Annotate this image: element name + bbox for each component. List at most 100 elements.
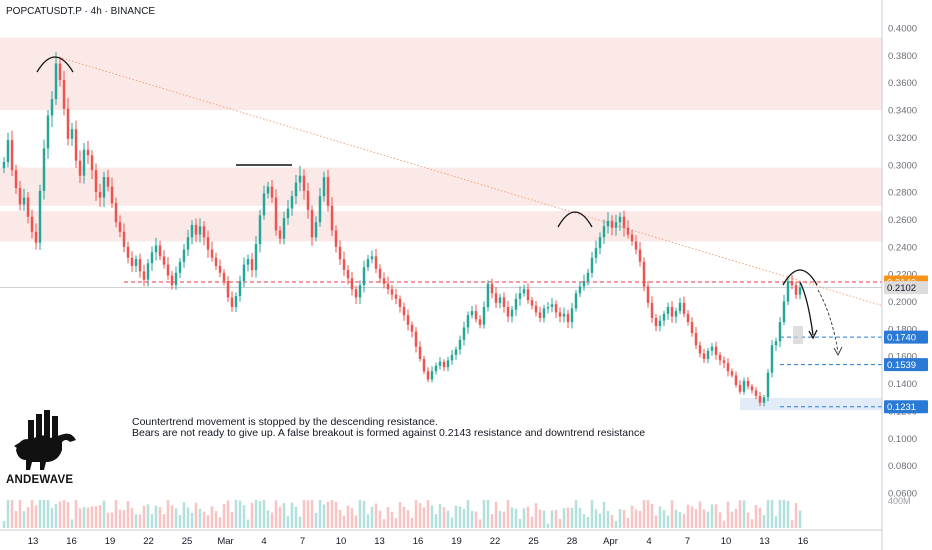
- volume-bar-47: [190, 512, 194, 528]
- candle-body-79: [318, 196, 322, 223]
- candle-body-15: [62, 79, 66, 109]
- candle-body-59: [238, 281, 242, 297]
- candle-body-96: [386, 283, 390, 290]
- volume-bar-64: [258, 501, 262, 528]
- candle-body-76: [306, 190, 310, 210]
- candle-body-154: [618, 216, 622, 223]
- volume-bar-151: [606, 510, 610, 528]
- volume-bar-128: [514, 508, 518, 528]
- volume-bar-189: [758, 507, 762, 528]
- candle-body-152: [610, 220, 614, 228]
- candle-body-87: [350, 278, 354, 290]
- candle-body-94: [378, 268, 382, 279]
- volume-bar-1: [6, 500, 10, 528]
- candlesticks: [2, 52, 802, 407]
- candle-body-177: [710, 346, 714, 351]
- volume-bar-49: [198, 508, 202, 528]
- volume-bar-65: [262, 500, 266, 528]
- candle-body-119: [478, 319, 482, 325]
- volume-bar-82: [330, 500, 334, 528]
- volume-bar-147: [590, 500, 594, 528]
- volume-bar-131: [526, 506, 530, 528]
- volume-bar-174: [698, 501, 702, 528]
- candle-body-20: [82, 149, 86, 176]
- volume-bar-27: [110, 512, 114, 528]
- candle-body-120: [482, 307, 486, 325]
- candle-body-128: [514, 298, 518, 310]
- candle-body-75: [302, 175, 306, 191]
- volume-bar-153: [614, 520, 618, 528]
- candle-body-6: [26, 197, 30, 217]
- candle-body-197: [790, 281, 794, 286]
- candle-body-21: [86, 149, 90, 156]
- candle-body-131: [526, 289, 530, 301]
- x-tick-label-20: 16: [798, 536, 809, 547]
- volume-bar-133: [534, 503, 538, 528]
- volume-bars: [2, 500, 802, 528]
- candle-body-0: [2, 162, 6, 169]
- candle-body-53: [214, 257, 218, 266]
- candle-body-31: [126, 246, 130, 258]
- volume-bar-36: [146, 504, 150, 528]
- candle-body-118: [474, 311, 478, 320]
- volume-bar-171: [686, 504, 690, 528]
- volume-bar-140: [562, 508, 566, 528]
- volume-bar-158: [634, 509, 638, 528]
- candle-body-190: [762, 397, 766, 403]
- volume-bar-6: [26, 507, 30, 528]
- x-tick-label-16: 4: [646, 536, 651, 547]
- y-tick-label-17: 0.0600: [888, 489, 917, 500]
- volume-bar-2: [10, 500, 14, 528]
- candle-body-19: [78, 160, 82, 176]
- top-arc-2: [557, 211, 593, 228]
- volume-bar-93: [374, 503, 378, 528]
- x-tick-label-15: Apr: [603, 536, 618, 547]
- volume-bar-188: [754, 505, 758, 528]
- candle-body-180: [722, 360, 726, 364]
- candle-body-26: [106, 177, 110, 187]
- candle-body-56: [226, 281, 230, 298]
- candle-body-18: [74, 129, 78, 161]
- y-tick-label-0: 0.4000: [888, 24, 917, 35]
- volume-bar-123: [494, 501, 498, 528]
- y-tick-label-2: 0.3600: [888, 78, 917, 89]
- x-tick-label-18: 10: [721, 536, 732, 547]
- volume-bar-102: [410, 517, 414, 528]
- volume-bar-172: [690, 506, 694, 528]
- candle-body-11: [46, 115, 50, 149]
- candle-body-170: [682, 302, 686, 314]
- candle-body-10: [42, 148, 46, 191]
- y-tick-label-3: 0.3400: [888, 106, 917, 117]
- y-tick-label-6: 0.2800: [888, 188, 917, 199]
- volume-bar-62: [250, 502, 254, 528]
- x-tick-label-10: 16: [413, 536, 424, 547]
- candle-body-127: [510, 309, 514, 317]
- volume-bar-86: [346, 505, 350, 528]
- volume-bar-33: [134, 514, 138, 528]
- volume-bar-106: [426, 500, 430, 528]
- y-tick-label-7: 0.2600: [888, 215, 917, 226]
- candle-body-194: [778, 322, 782, 342]
- candle-body-22: [90, 155, 94, 171]
- volume-bar-56: [226, 500, 230, 528]
- volume-bar-79: [318, 500, 322, 528]
- candle-body-44: [178, 261, 182, 273]
- candle-body-142: [570, 308, 574, 323]
- candle-body-48: [194, 224, 198, 235]
- candle-body-34: [138, 259, 142, 272]
- candle-body-173: [694, 332, 698, 346]
- volume-bar-143: [574, 500, 578, 528]
- volume-bar-21: [86, 507, 90, 528]
- volume-bar-177: [710, 504, 714, 528]
- volume-bar-46: [186, 507, 190, 528]
- volume-bar-8: [34, 505, 38, 528]
- candle-body-77: [310, 209, 314, 238]
- volume-bar-103: [414, 500, 418, 528]
- volume-bar-196: [786, 500, 790, 528]
- y-tick-label-13: 0.1400: [888, 379, 917, 390]
- volume-bar-78: [314, 512, 318, 528]
- volume-bar-109: [438, 504, 442, 528]
- volume-bar-179: [718, 512, 722, 528]
- volume-bar-77: [310, 500, 314, 528]
